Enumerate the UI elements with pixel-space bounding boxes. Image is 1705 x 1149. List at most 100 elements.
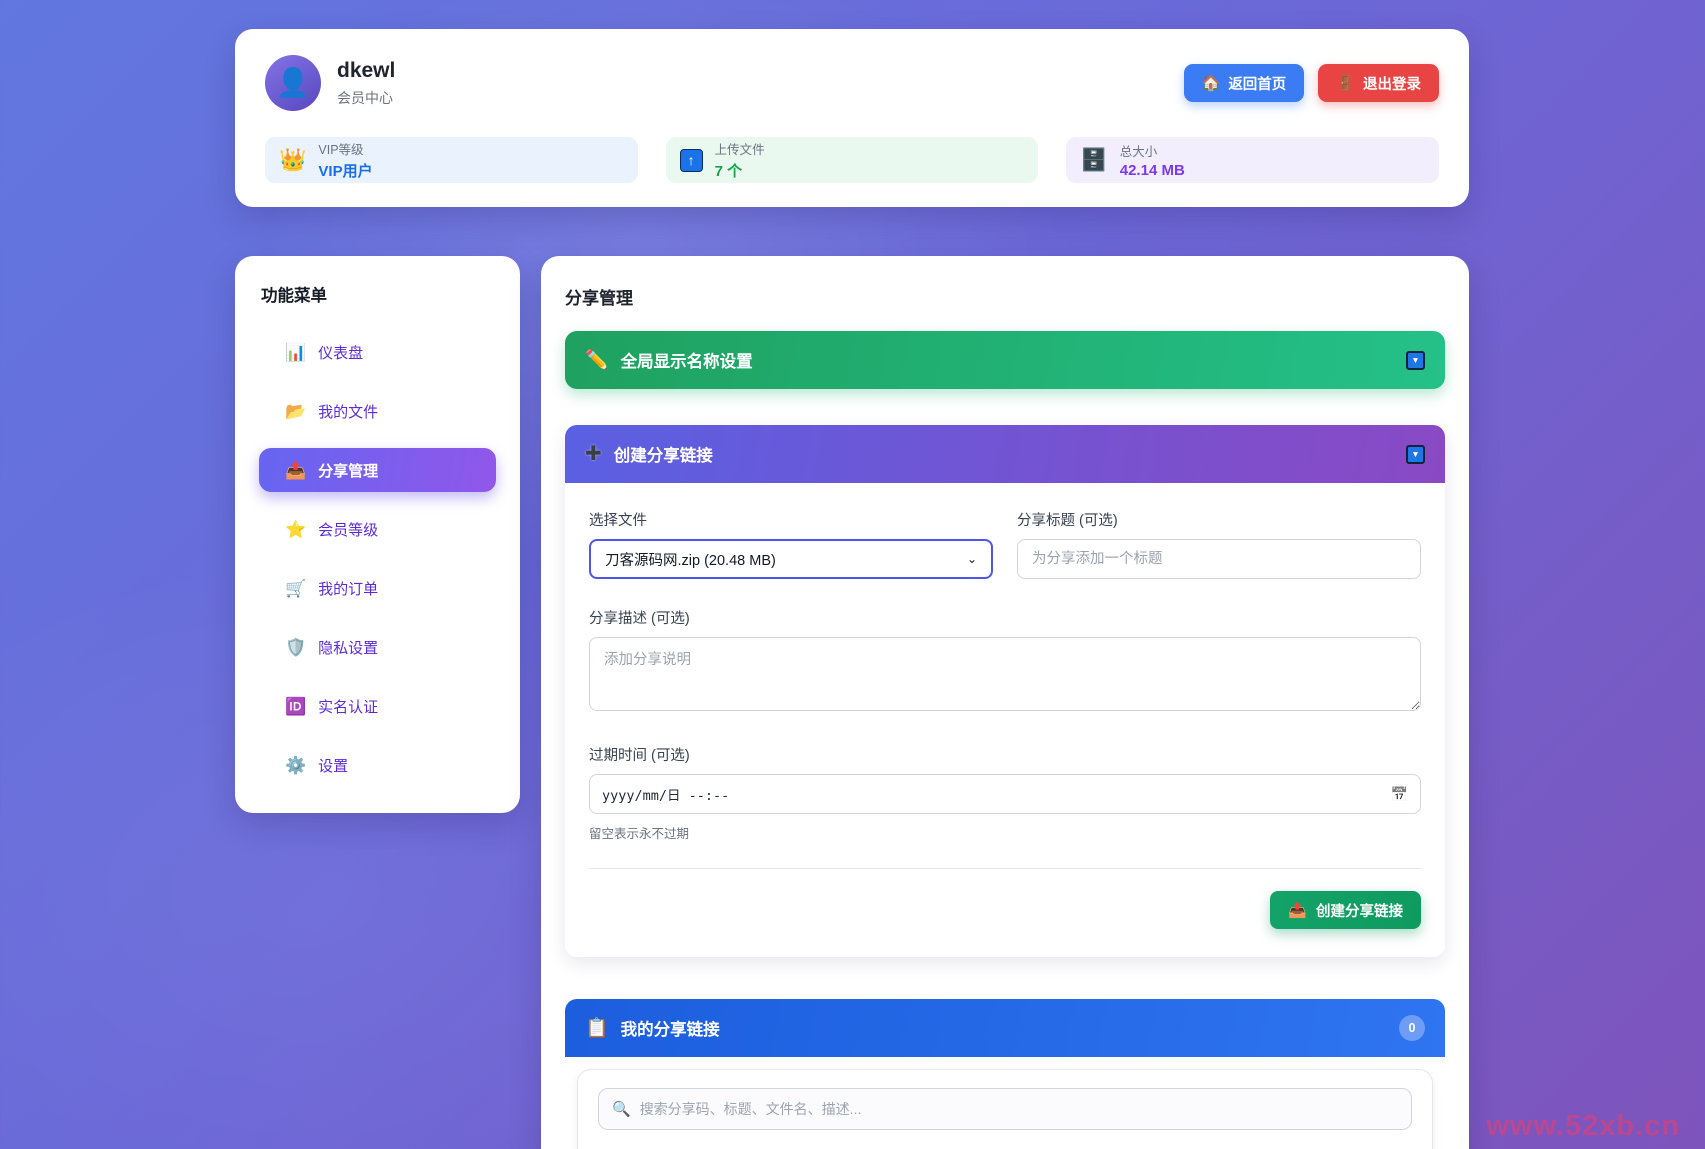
global-bar-collapse-button[interactable]: ▼ xyxy=(1406,350,1425,370)
user-meta: dkewl 会员中心 xyxy=(337,59,395,108)
star-icon: ⭐ xyxy=(285,519,307,539)
share-count-text: 显示全部 0 个分享 xyxy=(598,1145,1412,1149)
share-search-box: 🔍 xyxy=(598,1088,1412,1130)
sidebar-item-label: 会员等级 xyxy=(318,521,379,539)
back-home-button[interactable]: 🏠 返回首页 xyxy=(1183,64,1305,102)
shopping-cart-icon: 🛒 xyxy=(285,578,307,598)
sidebar: 功能菜单 📊 仪表盘 📂 我的文件 📤 分享管理 ⭐ 会员等级 xyxy=(235,256,520,813)
share-description-label: 分享描述 (可选) xyxy=(589,611,690,627)
expire-time-hint: 留空表示永不过期 xyxy=(589,827,690,841)
create-share-collapse-button[interactable]: ▼ xyxy=(1406,444,1425,464)
my-shares-title: 我的分享链接 xyxy=(620,1021,720,1039)
site-watermark: www.52xb.cn xyxy=(1486,1110,1680,1142)
file-cabinet-icon: 🗄️ xyxy=(1080,147,1108,172)
sidebar-item-label: 仪表盘 xyxy=(318,344,364,362)
stats-row: 👑 VIP等级 VIP用户 ↑ 上传文件 7 个 🗄️ 总大小 42.14 MB xyxy=(265,137,1440,183)
share-title-group: 分享标题 (可选) xyxy=(1017,509,1421,579)
user-header-card: 👤 dkewl 会员中心 🏠 返回首页 🚪 退出登录 👑 xyxy=(235,29,1469,207)
expire-time-value: yyyy/mm/日 --:-- xyxy=(602,788,730,804)
share-management-panel: 分享管理 ✏️ 全局显示名称设置 ▼ ✚ 创建分享链接 ▼ xyxy=(541,256,1469,1149)
plus-icon: ✚ xyxy=(585,443,602,465)
stat-value: 7 个 xyxy=(714,163,743,180)
share-search-card: 🔍 显示全部 0 个分享 xyxy=(577,1069,1433,1149)
shield-icon: 🛡️ xyxy=(285,637,307,657)
create-share-button[interactable]: 📤 创建分享链接 xyxy=(1270,891,1421,929)
create-share-button-label: 创建分享链接 xyxy=(1316,903,1403,920)
stat-total-size: 🗄️ 总大小 42.14 MB xyxy=(1066,137,1440,183)
pencil-icon: ✏️ xyxy=(585,349,609,371)
sidebar-item-label: 我的文件 xyxy=(318,403,379,421)
sidebar-item-member-level[interactable]: ⭐ 会员等级 xyxy=(259,507,496,551)
file-select-label: 选择文件 xyxy=(589,513,647,529)
chevron-down-icon: ▼ xyxy=(1411,354,1420,365)
id-badge-icon: 🆔 xyxy=(285,696,307,716)
my-shares-header[interactable]: 📋 我的分享链接 0 xyxy=(565,999,1445,1057)
stat-label: 总大小 xyxy=(1119,145,1158,159)
page-content: 👤 dkewl 会员中心 🏠 返回首页 🚪 退出登录 👑 xyxy=(235,0,1469,1149)
sidebar-title: 功能菜单 xyxy=(261,287,327,305)
create-share-section: ✚ 创建分享链接 ▼ 选择文件 刀客源码网.zip (20.48 MB) ⌄ xyxy=(565,425,1445,957)
file-select-group: 选择文件 刀客源码网.zip (20.48 MB) ⌄ xyxy=(589,509,993,579)
share-search-input[interactable] xyxy=(639,1101,1398,1117)
page-title: 分享管理 xyxy=(565,289,633,308)
my-shares-body: 🔍 显示全部 0 个分享 xyxy=(565,1057,1445,1149)
chevron-down-icon: ▼ xyxy=(1411,448,1420,459)
sidebar-item-label: 我的订单 xyxy=(318,580,379,598)
logout-label: 退出登录 xyxy=(1363,76,1421,93)
select-chevron-icon: ⌄ xyxy=(966,552,977,566)
member-center-subtitle: 会员中心 xyxy=(337,89,393,106)
share-description-group: 分享描述 (可选) xyxy=(589,607,1421,716)
sidebar-item-privacy-settings[interactable]: 🛡️ 隐私设置 xyxy=(259,625,496,669)
bar-chart-icon: 📊 xyxy=(285,342,307,362)
username: dkewl xyxy=(337,58,396,82)
stat-label: VIP等级 xyxy=(318,143,364,157)
outbox-tray-icon: 📤 xyxy=(285,460,307,480)
create-share-form: 选择文件 刀客源码网.zip (20.48 MB) ⌄ 分享标题 (可选) xyxy=(565,483,1445,957)
sidebar-item-settings[interactable]: ⚙️ 设置 xyxy=(259,743,496,787)
create-share-title: 创建分享链接 xyxy=(613,447,713,465)
sidebar-item-dashboard[interactable]: 📊 仪表盘 xyxy=(259,330,496,374)
home-icon: 🏠 xyxy=(1201,75,1221,92)
my-shares-section: 📋 我的分享链接 0 🔍 显示全部 0 个分享 xyxy=(565,999,1445,1149)
sidebar-item-label: 实名认证 xyxy=(318,698,379,716)
gear-icon: ⚙️ xyxy=(285,755,307,775)
upload-arrow-icon: ↑ xyxy=(679,148,703,172)
sidebar-item-label: 隐私设置 xyxy=(318,639,379,657)
share-title-label: 分享标题 (可选) xyxy=(1017,513,1118,529)
stat-label: 上传文件 xyxy=(714,143,765,157)
expire-time-input[interactable]: yyyy/mm/日 --:-- 📅 xyxy=(589,774,1421,814)
sidebar-item-label: 设置 xyxy=(318,757,349,775)
sidebar-item-label: 分享管理 xyxy=(318,462,379,480)
clipboard-icon: 📋 xyxy=(585,1017,609,1039)
stat-value: VIP用户 xyxy=(318,163,373,180)
sidebar-item-my-files[interactable]: 📂 我的文件 xyxy=(259,389,496,433)
outbox-tray-icon: 📤 xyxy=(1288,902,1307,919)
user-header-row: 👤 dkewl 会员中心 🏠 返回首页 🚪 退出登录 xyxy=(265,55,1439,111)
expire-time-label: 过期时间 (可选) xyxy=(589,748,690,764)
share-count-badge: 0 xyxy=(1399,1015,1425,1041)
door-icon: 🚪 xyxy=(1336,75,1355,92)
header-actions: 🏠 返回首页 🚪 退出登录 xyxy=(1183,64,1439,102)
avatar-person-icon: 👤 xyxy=(275,67,311,98)
sidebar-nav: 📊 仪表盘 📂 我的文件 📤 分享管理 ⭐ 会员等级 🛒 我的订单 xyxy=(259,330,496,787)
stat-vip-level: 👑 VIP等级 VIP用户 xyxy=(265,137,638,183)
share-title-input[interactable] xyxy=(1017,539,1421,579)
folder-icon: 📂 xyxy=(285,401,307,421)
share-description-textarea[interactable] xyxy=(589,637,1421,711)
sidebar-item-share-management[interactable]: 📤 分享管理 xyxy=(259,448,496,492)
sidebar-item-realname-verification[interactable]: 🆔 实名认证 xyxy=(259,684,496,728)
global-display-name-bar[interactable]: ✏️ 全局显示名称设置 ▼ xyxy=(565,331,1445,389)
logout-button[interactable]: 🚪 退出登录 xyxy=(1318,64,1439,102)
create-share-header[interactable]: ✚ 创建分享链接 ▼ xyxy=(565,425,1445,483)
user-avatar: 👤 xyxy=(265,55,321,111)
back-home-label: 返回首页 xyxy=(1228,76,1287,93)
stat-value: 42.14 MB xyxy=(1119,162,1185,179)
sidebar-item-my-orders[interactable]: 🛒 我的订单 xyxy=(259,566,496,610)
file-select-value: 刀客源码网.zip (20.48 MB) xyxy=(605,552,776,569)
calendar-icon[interactable]: 📅 xyxy=(1390,785,1408,802)
expire-time-group: 过期时间 (可选) yyyy/mm/日 --:-- 📅 留空表示永不过期 xyxy=(589,744,1421,842)
crown-icon: 👑 xyxy=(279,147,307,172)
stat-uploaded-files: ↑ 上传文件 7 个 xyxy=(665,137,1039,183)
file-select[interactable]: 刀客源码网.zip (20.48 MB) ⌄ xyxy=(589,539,993,579)
global-display-name-title: 全局显示名称设置 xyxy=(620,353,753,371)
